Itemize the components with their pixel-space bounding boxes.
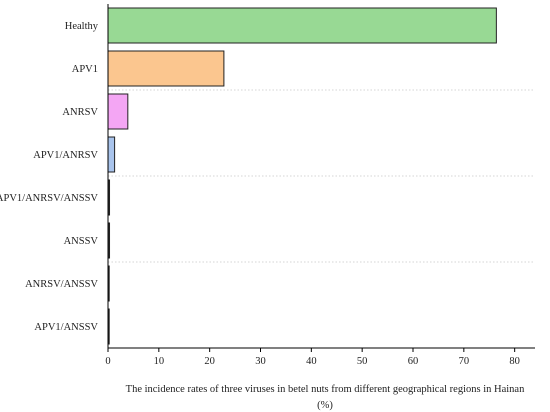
bar — [107, 93, 129, 130]
x-tick-label: 20 — [204, 356, 215, 367]
x-tick-label: 60 — [408, 356, 419, 367]
x-axis-title: The incidence rates of three viruses in … — [126, 384, 525, 395]
bar — [107, 136, 116, 173]
x-tick-label: 80 — [509, 356, 520, 367]
category-label: APV1/ANRSV/ANSSV — [0, 193, 98, 204]
x-tick-label: 10 — [154, 356, 165, 367]
category-label: APV1/ANRSV — [33, 150, 98, 161]
category-label: Healthy — [65, 21, 99, 32]
x-tick-label: 50 — [357, 356, 368, 367]
bar — [107, 7, 497, 44]
x-tick-label: 0 — [105, 356, 110, 367]
category-label: ANSSV — [64, 236, 99, 247]
x-tick-label: 30 — [255, 356, 266, 367]
category-labels: Healthy APV1 ANRSV APV1/ANRSV APV1/ANRSV/ANS… — [0, 21, 99, 333]
category-label: ANRSV — [62, 107, 98, 118]
x-tick-label: 70 — [459, 356, 470, 367]
x-axis-title-unit: (%) — [317, 400, 333, 411]
category-label: APV1 — [72, 64, 98, 75]
category-label: APV1/ANSSV — [34, 322, 98, 333]
x-axis-ticks: 0 10 20 30 40 50 60 70 80 — [105, 348, 520, 367]
x-tick-label: 40 — [306, 356, 317, 367]
bar — [107, 50, 225, 87]
group-separators — [108, 89, 535, 263]
category-label: ANRSV/ANSSV — [25, 279, 98, 290]
